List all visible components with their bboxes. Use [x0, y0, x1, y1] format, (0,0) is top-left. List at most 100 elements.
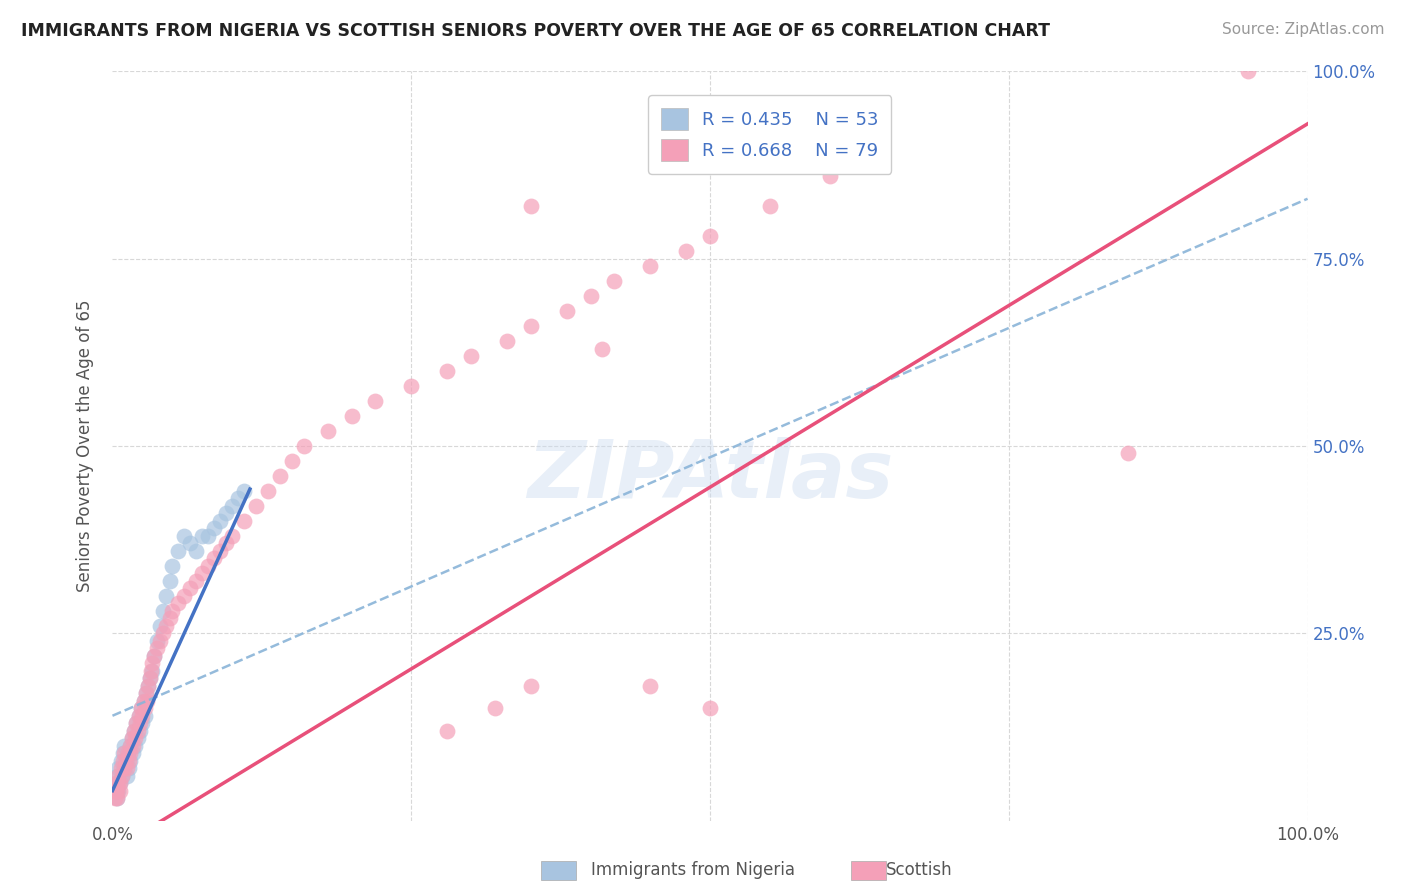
Point	[221, 529, 243, 543]
Point	[115, 761, 138, 775]
Point	[496, 334, 519, 348]
Point	[104, 783, 127, 797]
Point	[122, 723, 145, 738]
Point	[138, 671, 160, 685]
Point	[226, 491, 249, 506]
Point	[209, 514, 232, 528]
Point	[167, 544, 190, 558]
Point	[179, 536, 201, 550]
Point	[145, 633, 167, 648]
Point	[110, 754, 132, 768]
Point	[149, 619, 172, 633]
Point	[555, 304, 578, 318]
Point	[114, 746, 135, 760]
Y-axis label: Seniors Poverty Over the Age of 65: Seniors Poverty Over the Age of 65	[76, 300, 94, 592]
Point	[129, 701, 152, 715]
Point	[155, 619, 177, 633]
Point	[149, 633, 172, 648]
Point	[436, 364, 458, 378]
Point	[110, 761, 132, 775]
Point	[138, 679, 160, 693]
Point	[124, 731, 146, 746]
Point	[132, 694, 155, 708]
Text: Scottish: Scottish	[886, 861, 952, 879]
Point	[699, 229, 721, 244]
Point	[640, 259, 662, 273]
Point	[105, 783, 128, 797]
Point	[759, 199, 782, 213]
Point	[108, 776, 131, 790]
Point	[221, 499, 243, 513]
Point	[603, 274, 626, 288]
Point	[112, 754, 135, 768]
Point	[135, 686, 157, 700]
Point	[120, 739, 142, 753]
Point	[122, 723, 145, 738]
Point	[105, 776, 128, 790]
Point	[520, 199, 543, 213]
Point	[105, 776, 128, 790]
Text: IMMIGRANTS FROM NIGERIA VS SCOTTISH SENIORS POVERTY OVER THE AGE OF 65 CORRELATI: IMMIGRANTS FROM NIGERIA VS SCOTTISH SENI…	[21, 22, 1050, 40]
Point	[1118, 446, 1140, 460]
Point	[1237, 64, 1260, 78]
Point	[159, 611, 181, 625]
Point	[460, 349, 482, 363]
Point	[111, 769, 134, 783]
Point	[138, 671, 160, 685]
Point	[107, 761, 129, 775]
Point	[114, 761, 135, 775]
Point	[134, 708, 156, 723]
Point	[191, 566, 214, 581]
Text: Immigrants from Nigeria: Immigrants from Nigeria	[591, 861, 794, 879]
Point	[520, 679, 543, 693]
Point	[245, 499, 267, 513]
Point	[121, 731, 143, 746]
Point	[114, 754, 136, 768]
Point	[436, 723, 458, 738]
Point	[107, 783, 129, 797]
Point	[233, 514, 256, 528]
Point	[173, 529, 195, 543]
Point	[162, 604, 183, 618]
Point	[115, 769, 138, 783]
Point	[104, 791, 127, 805]
Point	[197, 558, 219, 573]
Point	[121, 746, 143, 760]
Point	[138, 679, 160, 693]
Point	[215, 536, 238, 550]
Point	[592, 342, 614, 356]
Point	[316, 424, 339, 438]
Point	[257, 483, 280, 498]
Point	[401, 379, 423, 393]
Point	[340, 409, 363, 423]
Point	[141, 657, 163, 671]
Point	[129, 701, 152, 715]
Point	[155, 589, 177, 603]
Point	[117, 746, 139, 760]
Point	[139, 664, 162, 678]
Point	[159, 574, 181, 588]
Point	[127, 723, 149, 738]
Point	[114, 739, 135, 753]
Point	[121, 731, 143, 746]
Point	[202, 521, 225, 535]
Point	[120, 754, 142, 768]
Point	[186, 544, 208, 558]
Point	[202, 551, 225, 566]
Point	[121, 739, 143, 753]
Point	[129, 723, 152, 738]
Point	[167, 596, 190, 610]
Point	[152, 604, 174, 618]
Point	[120, 739, 142, 753]
Point	[105, 791, 128, 805]
Point	[129, 716, 152, 731]
Point	[699, 701, 721, 715]
Point	[818, 169, 841, 184]
Point	[132, 694, 155, 708]
Point	[107, 769, 129, 783]
Point	[281, 454, 304, 468]
Point	[105, 769, 128, 783]
Point	[131, 708, 153, 723]
Text: ZIPAtlas: ZIPAtlas	[527, 437, 893, 515]
Point	[112, 746, 135, 760]
